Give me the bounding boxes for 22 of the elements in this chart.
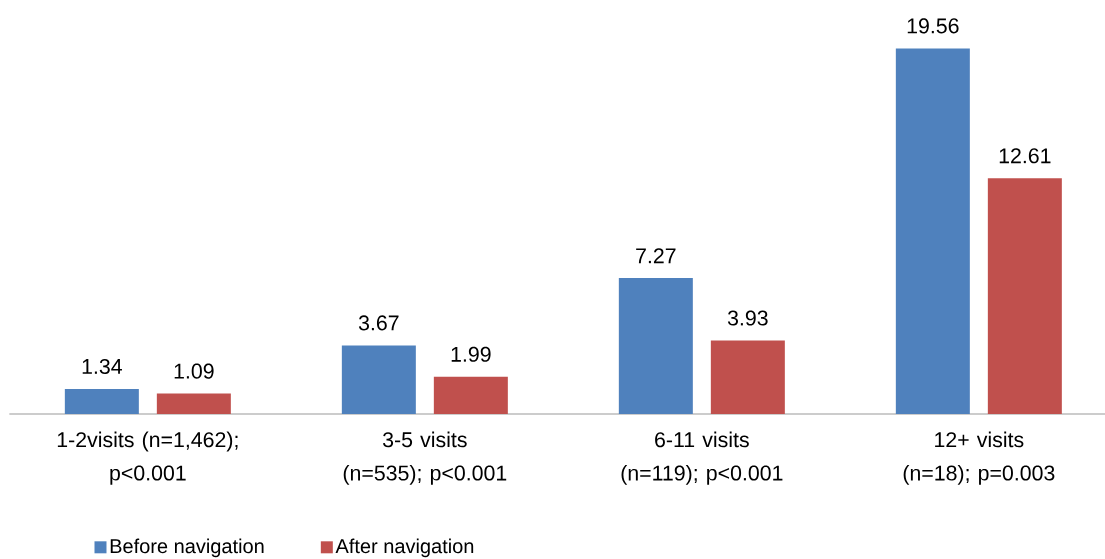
bar bbox=[433, 376, 508, 414]
data-label: 19.56 bbox=[907, 18, 959, 34]
legend-label: Before navigation bbox=[110, 538, 264, 558]
data-label: 1.34 bbox=[82, 358, 122, 375]
bar bbox=[987, 178, 1062, 414]
data-label: 3.67 bbox=[358, 315, 399, 331]
legend-label: After navigation bbox=[335, 538, 474, 558]
bar bbox=[710, 340, 785, 414]
bar bbox=[341, 345, 416, 414]
data-label: 1.99 bbox=[451, 346, 491, 362]
data-label: 3.93 bbox=[727, 310, 768, 326]
bar bbox=[895, 48, 970, 414]
x-tick-label: 12+ visits (n=18); p=0.003 bbox=[903, 431, 1055, 485]
data-label: 12.61 bbox=[999, 148, 1051, 164]
x-tick-label: 1-2visits (n=1,462); p<0.001 bbox=[57, 431, 238, 485]
bar bbox=[64, 388, 139, 414]
bar bbox=[156, 393, 231, 414]
data-label: 7.27 bbox=[636, 248, 676, 264]
x-tick-label: 3-5 visits (n=535); p<0.001 bbox=[343, 431, 507, 485]
x-tick-label: 6-11 visits (n=119); p<0.001 bbox=[621, 431, 783, 485]
bar bbox=[618, 278, 693, 414]
data-label: 1.09 bbox=[174, 363, 214, 379]
